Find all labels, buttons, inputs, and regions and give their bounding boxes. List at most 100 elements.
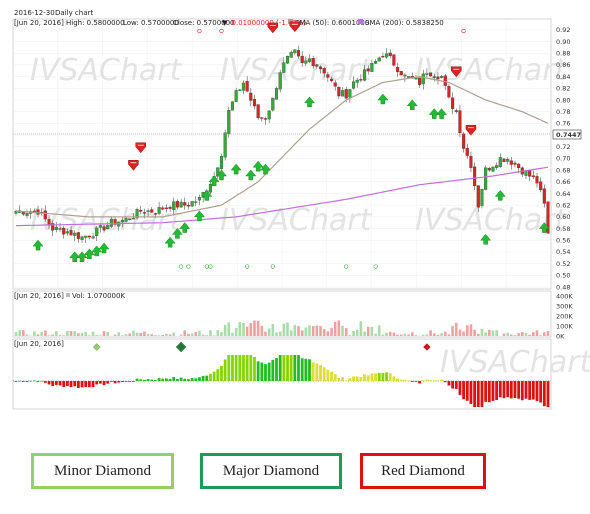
sell-arrow-icon — [289, 21, 301, 33]
indicator-bar — [143, 379, 146, 381]
indicator-histogram — [13, 341, 551, 407]
legend-red-diamond: Red Diamond — [360, 453, 486, 489]
volume-bar — [139, 332, 143, 336]
buy-arrow-icon — [201, 190, 213, 201]
candle-body — [223, 132, 227, 158]
price-tick-label: 0.52 — [556, 260, 570, 268]
volume-bar — [73, 331, 77, 336]
candle-body — [146, 210, 150, 212]
indicator-bar — [447, 381, 451, 386]
candle-body — [238, 89, 242, 91]
volume-bar — [495, 330, 498, 336]
indicator-bar — [480, 381, 484, 407]
indicator-bar — [194, 378, 198, 381]
volume-bar — [543, 332, 546, 336]
volume-bar — [172, 332, 176, 336]
indicator-bar — [451, 381, 455, 389]
candle-body — [54, 226, 58, 230]
candle-body — [542, 188, 546, 204]
indicator-bar — [333, 374, 337, 381]
candle-body — [473, 166, 477, 187]
candle-body — [462, 133, 466, 149]
buy-arrow-icon — [538, 222, 550, 233]
volume-bar — [99, 335, 102, 336]
candle-body — [451, 97, 455, 109]
indicator-bar — [220, 365, 223, 381]
candle-body — [399, 71, 403, 76]
candle-body — [447, 85, 451, 98]
volume-bar — [432, 333, 436, 336]
indicator-bar — [234, 355, 238, 381]
candle-body — [25, 212, 29, 216]
candle-body — [80, 236, 84, 240]
down-triangle-icon: ▼ — [222, 19, 228, 27]
indicator-bar — [84, 381, 88, 387]
indicator-bar — [183, 378, 187, 381]
candle-body — [469, 156, 473, 168]
signal-circle-icon — [373, 264, 378, 269]
volume-bar — [359, 321, 363, 336]
candle-body — [484, 167, 488, 190]
candle-body — [102, 226, 106, 231]
watermark: IVSAChart — [440, 345, 590, 380]
candle-body — [179, 201, 183, 208]
candle-body — [230, 101, 235, 111]
candle-body — [407, 76, 411, 78]
candle-body — [271, 97, 275, 111]
candle-body — [21, 211, 25, 215]
volume-bar — [425, 334, 429, 336]
candle-body — [340, 90, 345, 97]
volume-swatch — [66, 293, 70, 297]
candle-body — [62, 228, 66, 235]
buy-arrow-icon — [171, 228, 183, 239]
candle-body — [513, 162, 517, 165]
indicator-bar — [396, 378, 399, 381]
indicator-bar — [260, 362, 264, 381]
candle-body — [304, 60, 308, 64]
candle-body — [329, 78, 334, 82]
legend-major-label: Major Diamond — [222, 462, 320, 479]
buy-arrow-icon — [83, 248, 95, 260]
candle-body — [326, 74, 330, 78]
indicator-bar — [165, 378, 168, 381]
indicator-bar — [506, 381, 510, 398]
indicator-bar — [484, 381, 488, 402]
indicator-bar — [414, 381, 418, 382]
volume-bar — [315, 325, 319, 336]
candle-body — [436, 76, 440, 80]
indicator-bar — [271, 359, 275, 381]
volume-axis: 400K 300K 200K 100K 0K — [556, 292, 573, 340]
price-axis: 0.920.900.880.860.840.820.800.780.760.74… — [556, 26, 570, 291]
indicator-bar — [293, 355, 297, 381]
candle-body — [282, 62, 286, 73]
price-tick-label: 0.72 — [556, 143, 570, 151]
volume-bar — [289, 330, 293, 336]
sma50-value: SMA (50): 0.6001000 — [295, 19, 369, 27]
indicator-bar — [231, 355, 234, 381]
volume-bar — [124, 334, 128, 336]
watermark: IVSAChart — [415, 53, 568, 88]
indicator-bar — [253, 356, 256, 381]
volume-bar — [183, 330, 187, 336]
candle-body — [197, 197, 201, 201]
buy-arrow-icon — [164, 236, 176, 248]
candle-body — [161, 207, 165, 210]
buy-arrow-icon — [230, 163, 242, 175]
candle-body — [344, 89, 348, 99]
indicator-bar — [154, 380, 157, 381]
indicator-bar — [304, 358, 308, 381]
candle-body — [219, 156, 224, 169]
indicator-bar — [348, 378, 352, 381]
volume-bar — [88, 335, 91, 336]
indicator-bar — [80, 381, 84, 388]
candle-body — [498, 157, 502, 167]
indicator-bar — [176, 378, 179, 381]
indicator-bar — [465, 381, 469, 401]
signal-circle-icon — [270, 264, 275, 269]
indicator-bar — [150, 379, 154, 381]
price-tick-label: 0.88 — [556, 50, 570, 58]
indicator-bar — [377, 372, 381, 381]
volume-bar — [407, 334, 410, 336]
candle-body — [396, 66, 400, 72]
indicator-bar — [531, 381, 535, 400]
